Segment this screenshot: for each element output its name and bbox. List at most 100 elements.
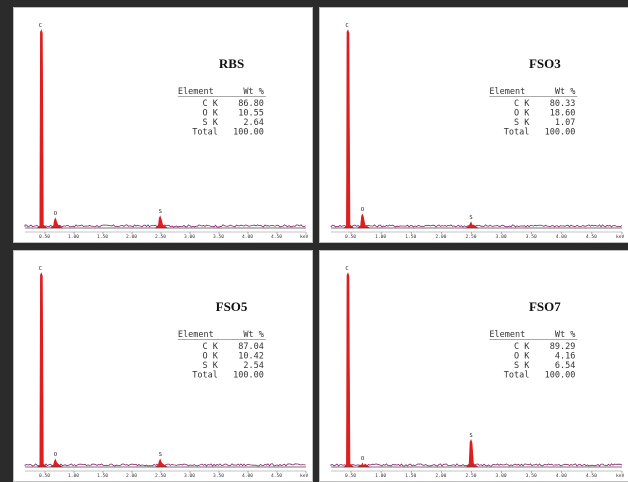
peak-c [36, 29, 48, 229]
eds-spectrum-chart: C O S 0.50 1.00 1.50 2.00 2.50 3.00 3.50 4.00 4.50 k… [24, 266, 309, 479]
table-element: O K [203, 109, 219, 119]
table-element: Total [504, 371, 530, 381]
chart-title: FSO5 [216, 299, 248, 314]
eds-spectrum-chart: C O S 0.50 1.00 1.50 2.00 2.50 3.00 3.50 4.00 4.50 k… [330, 266, 625, 479]
table-header-element: Element [178, 330, 214, 340]
peak-o [49, 458, 64, 468]
chart-title: FSO3 [529, 56, 561, 71]
x-tick-label: 0.50 [345, 234, 356, 240]
peak-s [154, 458, 169, 468]
table-element: S K [514, 118, 530, 128]
table-element: O K [514, 352, 530, 362]
x-tick-label: 1.50 [97, 473, 108, 479]
x-tick-label: 2.50 [155, 234, 166, 240]
x-tick-label: 3.50 [213, 234, 224, 240]
peak-label-o: O [54, 452, 57, 458]
x-tick-label: 3.50 [526, 234, 537, 240]
x-tick-label: 1.00 [68, 234, 79, 240]
table-header-element: Element [489, 330, 525, 340]
table-element: O K [514, 109, 530, 119]
peak-o [356, 462, 371, 468]
table-wt-value: 2.54 [243, 361, 263, 371]
x-tick-label: 1.50 [97, 234, 108, 240]
chart-title: RBS [219, 56, 244, 71]
table-wt-value: 4.16 [555, 352, 575, 362]
peak-o [49, 217, 64, 229]
table-element: C K [514, 342, 530, 352]
table-element: S K [203, 118, 219, 128]
x-tick-label: 2.50 [465, 234, 476, 240]
x-tick-label: 4.50 [271, 234, 282, 240]
table-header-element: Element [178, 87, 214, 97]
x-tick-label: 4.00 [556, 234, 567, 240]
x-tick-label: 3.50 [213, 473, 224, 479]
peak-o [356, 213, 371, 229]
peak-label-c: C [345, 266, 348, 272]
table-wt-value: 100.00 [545, 371, 576, 381]
x-tick-label: 0.50 [345, 473, 356, 479]
x-tick-label: 1.50 [405, 473, 416, 479]
x-tick-label: 4.50 [586, 234, 597, 240]
chart-title: FSO7 [529, 299, 561, 314]
table-element: O K [203, 352, 219, 362]
x-tick-label: 0.50 [39, 473, 50, 479]
peak-label-s: S [159, 209, 162, 215]
peak-c [343, 29, 355, 229]
x-tick-label: 0.50 [39, 234, 50, 240]
x-tick-label: 1.00 [375, 234, 386, 240]
x-tick-label: 1.00 [68, 473, 79, 479]
x-tick-label: keV [300, 473, 309, 479]
x-tick-label: 4.50 [271, 473, 282, 479]
peak-s [465, 221, 480, 229]
table-element: C K [514, 99, 530, 109]
peak-label-s: S [159, 452, 162, 458]
peak-label-o: O [54, 211, 57, 217]
table-header-element: Element [489, 87, 525, 97]
peak-label-s: S [469, 433, 472, 439]
peak-label-c: C [39, 266, 42, 272]
table-header-wt: Wt % [243, 87, 263, 97]
x-tick-label: 4.00 [556, 473, 567, 479]
table-wt-value: 6.54 [555, 361, 575, 371]
table-element: Total [192, 371, 218, 381]
table-wt-value: 86.80 [238, 99, 264, 109]
x-tick-label: 3.50 [526, 473, 537, 479]
table-header-wt: Wt % [555, 330, 575, 340]
peak-label-o: O [361, 207, 364, 213]
x-tick-label: 4.50 [586, 473, 597, 479]
spectrum-panel-fso7: C O S 0.50 1.00 1.50 2.00 2.50 3.00 3.50 4.00 4.50 k… [319, 250, 628, 482]
table-element: C K [203, 99, 219, 109]
x-tick-label: 1.50 [405, 234, 416, 240]
x-tick-label: 4.00 [242, 473, 253, 479]
table-wt-value: 89.29 [550, 342, 576, 352]
spectrum-baseline [330, 224, 623, 228]
table-element: Total [192, 128, 218, 138]
x-tick-label: 3.00 [184, 234, 195, 240]
table-wt-value: 87.04 [238, 342, 264, 352]
table-wt-value: 10.42 [238, 352, 264, 362]
eds-spectrum-chart: C O S 0.50 1.00 1.50 2.00 2.50 3.00 3.50 4.00 4.50 k… [24, 23, 309, 240]
x-tick-label: 2.50 [465, 473, 476, 479]
table-wt-value: 1.07 [555, 118, 575, 128]
spectrum-panel-fso5: C O S 0.50 1.00 1.50 2.00 2.50 3.00 3.50 4.00 4.50 k… [13, 250, 313, 482]
x-tick-label: 2.50 [155, 473, 166, 479]
x-tick-label: 2.00 [435, 473, 446, 479]
x-tick-label: keV [616, 234, 625, 240]
table-element: C K [203, 342, 219, 352]
table-header-wt: Wt % [243, 330, 263, 340]
x-tick-label: 2.00 [126, 234, 137, 240]
peak-label-o: O [361, 456, 364, 462]
spectrum-panel-fso3: C O S 0.50 1.00 1.50 2.00 2.50 3.00 3.50 4.00 4.50 k… [319, 7, 628, 243]
spectrum-baseline [330, 463, 623, 467]
table-element: S K [514, 361, 530, 371]
x-tick-label: 3.00 [496, 473, 507, 479]
table-wt-value: 100.00 [545, 128, 576, 138]
peak-s [465, 439, 480, 468]
x-tick-label: 2.00 [435, 234, 446, 240]
table-wt-value: 2.64 [243, 118, 263, 128]
table-element: S K [203, 361, 219, 371]
peak-label-c: C [345, 23, 348, 29]
peak-c [343, 272, 355, 468]
table-wt-value: 80.33 [550, 99, 576, 109]
peak-c [36, 272, 48, 468]
